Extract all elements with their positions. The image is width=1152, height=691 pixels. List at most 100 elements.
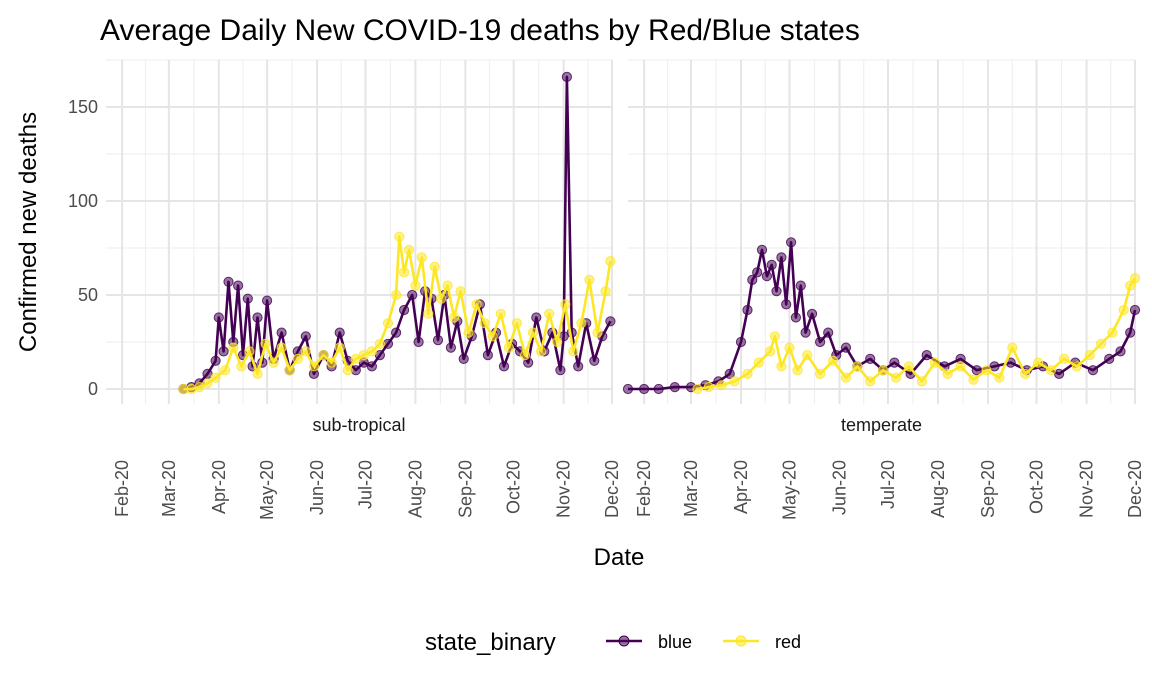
data-point-blue: [921, 350, 932, 361]
data-point-blue: [498, 361, 510, 372]
data-point-red: [1125, 280, 1136, 291]
x-tick-label: Sep-20: [455, 460, 475, 518]
data-point-blue: [815, 336, 826, 348]
data-point-red: [382, 318, 394, 329]
panels: 0 50 100 150 sub-tropical Feb-20 Mar-20 Apr-20 M…: [68, 59, 1145, 520]
legend-item-blue: blue: [606, 632, 692, 652]
data-point-red: [1129, 273, 1141, 284]
data-point-blue: [752, 267, 763, 278]
y-tick-label: 0: [88, 379, 98, 399]
data-point-red: [981, 365, 992, 376]
data-point-red: [994, 372, 1005, 383]
data-point-blue: [210, 355, 221, 366]
data-point-red: [487, 331, 498, 342]
data-point-blue: [807, 308, 818, 319]
data-point-red: [471, 299, 482, 310]
data-point-blue: [761, 271, 773, 282]
data-point-red: [429, 261, 440, 272]
x-tick-label: Sep-20: [978, 460, 998, 518]
data-point-red: [1033, 357, 1044, 368]
data-point-blue: [391, 327, 402, 338]
data-point-red: [955, 361, 966, 372]
data-point-red: [416, 252, 427, 263]
data-point-blue: [233, 280, 244, 291]
data-point-red: [929, 357, 940, 368]
strip-label: temperate: [841, 415, 922, 435]
data-point-red: [592, 327, 603, 338]
data-point-blue: [724, 368, 735, 379]
y-tick-label: 100: [68, 191, 98, 211]
y-tick-label: 150: [68, 97, 98, 117]
x-tick-label: Feb-20: [634, 460, 654, 517]
x-tick-label: Apr-20: [209, 460, 229, 514]
data-point-red: [1084, 350, 1095, 361]
data-point-blue: [622, 383, 634, 395]
data-point-red: [228, 342, 239, 353]
data-point-red: [423, 308, 434, 319]
data-point-red: [399, 267, 410, 278]
data-point-red: [268, 357, 279, 368]
data-point-red: [1020, 368, 1031, 379]
data-point-blue: [366, 361, 377, 372]
data-point-red: [292, 353, 303, 364]
data-point-red: [334, 342, 345, 353]
data-point-blue: [1104, 353, 1115, 364]
data-point-red: [802, 350, 813, 361]
data-point-red: [753, 357, 764, 368]
data-point-red: [765, 346, 776, 357]
data-point-red: [342, 365, 353, 376]
data-point-blue: [605, 316, 616, 327]
data-point-blue: [242, 293, 253, 304]
data-point-red: [600, 286, 611, 297]
data-point-red: [410, 280, 421, 291]
legend-item-red: red: [723, 632, 801, 652]
data-point-blue: [413, 336, 424, 348]
data-point-red: [495, 308, 506, 319]
x-tick-label: May-20: [257, 460, 277, 520]
data-point-red: [560, 299, 571, 310]
data-point-blue: [669, 382, 680, 393]
data-point-blue: [823, 327, 834, 338]
data-point-blue: [639, 383, 650, 395]
data-point-blue: [776, 252, 787, 263]
x-tick-label: Mar-20: [159, 460, 179, 517]
data-point-blue: [756, 244, 768, 255]
x-tick-label: Oct-20: [1027, 460, 1047, 514]
data-point-red: [1007, 342, 1018, 353]
data-point-red: [220, 365, 231, 376]
data-point-red: [318, 350, 329, 361]
data-point-red: [449, 312, 460, 323]
panel-temperate: temperate Feb-20 Mar-20 Apr-20 May-20 Jun-20 J…: [622, 59, 1145, 520]
x-tick-label: Dec-20: [602, 460, 622, 518]
data-point-red: [1071, 361, 1083, 372]
data-point-blue: [213, 312, 224, 323]
data-point-blue: [334, 327, 345, 338]
data-point-blue: [589, 355, 600, 366]
data-point-red: [442, 280, 453, 291]
data-point-blue: [573, 361, 584, 372]
x-tick-label: Aug-20: [405, 460, 425, 518]
data-point-blue: [840, 342, 852, 353]
legend-key-point: [735, 635, 747, 647]
data-point-red: [519, 350, 531, 361]
data-point-red: [236, 361, 247, 372]
data-point-blue: [561, 71, 573, 83]
x-tick-label: Feb-20: [112, 460, 132, 517]
x-tick-label: Jul-20: [878, 460, 898, 509]
data-point-blue: [735, 336, 747, 348]
data-point-red: [403, 244, 415, 255]
data-point-blue: [1125, 327, 1136, 338]
data-point-red: [828, 355, 839, 366]
data-point-blue: [218, 346, 229, 357]
data-point-red: [605, 256, 616, 267]
data-point-blue: [407, 289, 418, 301]
data-point-red: [244, 346, 255, 357]
data-point-blue: [747, 274, 758, 285]
data-point-blue: [399, 304, 410, 316]
legend-label: blue: [658, 632, 692, 652]
data-point-red: [527, 327, 539, 338]
data-point-red: [769, 331, 781, 342]
data-point-blue: [786, 237, 797, 248]
data-point-red: [326, 357, 337, 368]
x-tick-label: May-20: [780, 460, 800, 520]
